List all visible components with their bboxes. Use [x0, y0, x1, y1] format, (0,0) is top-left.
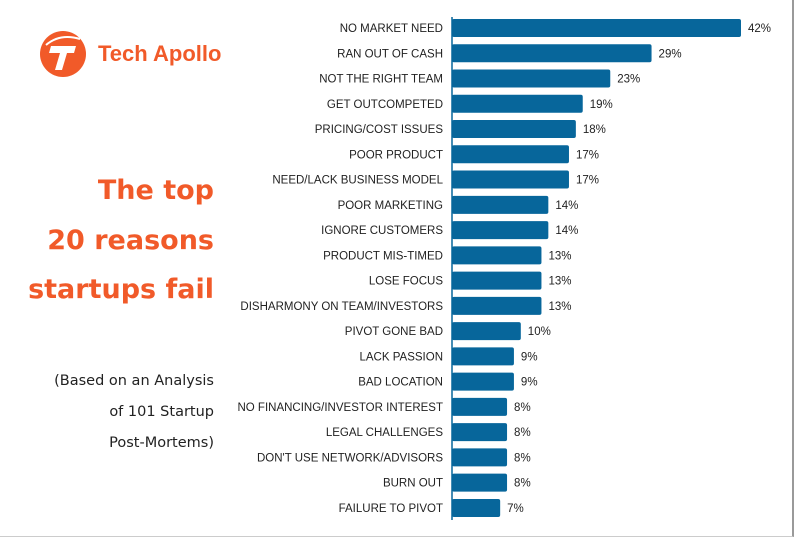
bar — [452, 246, 542, 265]
category-label: FAILURE TO PIVOT — [339, 503, 443, 515]
category-label: PIVOT GONE BAD — [345, 326, 443, 338]
category-label: POOR MARKETING — [338, 200, 443, 212]
value-label: 18% — [583, 124, 606, 136]
category-label: NO MARKET NEED — [340, 23, 443, 35]
value-label: 8% — [514, 478, 531, 490]
category-label: DISHARMONY ON TEAM/INVESTORS — [240, 301, 443, 313]
bar — [452, 170, 569, 189]
category-label: BAD LOCATION — [358, 377, 443, 389]
bar — [452, 347, 514, 366]
category-label: NEED/LACK BUSINESS MODEL — [272, 175, 443, 187]
category-label: LACK PASSION — [359, 351, 443, 363]
bar — [452, 69, 611, 88]
subtitle-line: (Based on an Analysis — [54, 373, 214, 389]
value-label: 10% — [528, 326, 551, 338]
category-label: POOR PRODUCT — [349, 149, 443, 161]
value-label: 29% — [659, 48, 682, 60]
bar — [452, 372, 514, 391]
value-label: 17% — [576, 175, 599, 187]
title-line: 20 reasons — [47, 224, 214, 256]
value-label: 9% — [521, 377, 538, 389]
bar — [452, 423, 508, 442]
bar — [452, 19, 741, 37]
bar — [452, 397, 508, 416]
bar — [452, 120, 576, 139]
value-label: 8% — [514, 402, 531, 414]
value-label: 13% — [548, 276, 571, 288]
category-label: NOT THE RIGHT TEAM — [319, 74, 443, 86]
value-label: 14% — [555, 200, 578, 212]
value-label: 19% — [590, 99, 613, 111]
bar — [452, 271, 542, 290]
category-label: PRICING/COST ISSUES — [315, 124, 444, 136]
title-line: The top — [97, 175, 214, 206]
bar — [452, 94, 583, 113]
value-label: 14% — [555, 225, 578, 237]
tech-apollo-logo-icon — [40, 31, 86, 77]
category-label: RAN OUT OF CASH — [337, 48, 443, 60]
category-label: IGNORE CUSTOMERS — [321, 225, 443, 237]
value-label: 42% — [748, 23, 771, 35]
bar — [452, 44, 652, 63]
subtitle-line: of 101 Startup — [109, 404, 214, 420]
value-label: 8% — [514, 427, 531, 439]
category-label: PRODUCT MIS-TIMED — [323, 250, 443, 262]
value-label: 23% — [617, 74, 640, 86]
subtitle-line: Post-Mortems) — [109, 435, 214, 451]
title-line: startups fail — [28, 274, 214, 305]
bar — [452, 448, 508, 467]
category-label: NO FINANCING/INVESTOR INTEREST — [237, 402, 443, 414]
bar — [452, 296, 542, 315]
value-label: 13% — [548, 301, 571, 313]
category-label: LOSE FOCUS — [369, 276, 443, 288]
bar — [452, 221, 549, 240]
bar — [452, 498, 501, 517]
bar — [452, 195, 549, 214]
value-label: 8% — [514, 452, 531, 464]
value-label: 9% — [521, 351, 538, 363]
bar — [452, 145, 569, 164]
brand-logo: Tech Apollo — [40, 31, 221, 77]
subtitle: (Based on an Analysis of 101 Startup Pos… — [54, 366, 214, 459]
page-title: The top 20 reasons startups fail — [28, 166, 214, 315]
value-label: 13% — [548, 250, 571, 262]
brand-name: Tech Apollo — [98, 41, 222, 66]
category-label: DON'T USE NETWORK/ADVISORS — [257, 452, 443, 464]
category-label: BURN OUT — [383, 478, 443, 490]
category-label: LEGAL CHALLENGES — [326, 427, 444, 439]
category-label: GET OUTCOMPETED — [327, 99, 443, 111]
value-label: 7% — [507, 503, 524, 515]
bar — [452, 473, 508, 492]
bar — [452, 322, 521, 341]
value-label: 17% — [576, 149, 599, 161]
